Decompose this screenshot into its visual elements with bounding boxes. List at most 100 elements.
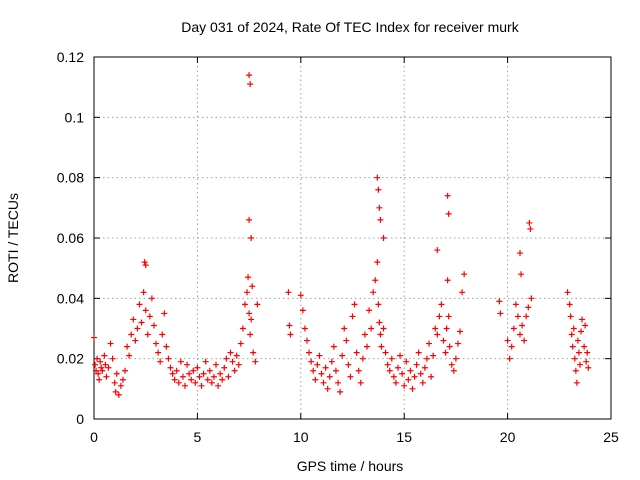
data-point <box>575 349 582 356</box>
data-point <box>517 250 524 257</box>
data-point <box>377 216 384 223</box>
x-axis-label: GPS time / hours <box>297 458 404 474</box>
data-point <box>355 367 362 374</box>
data-point <box>353 349 360 356</box>
data-point <box>314 361 321 368</box>
data-point <box>496 298 503 305</box>
data-point <box>247 81 254 88</box>
data-point <box>377 331 384 338</box>
data-point <box>107 340 114 347</box>
data-point <box>249 283 256 290</box>
data-point <box>403 358 410 365</box>
data-point <box>417 370 424 377</box>
data-point <box>94 355 101 362</box>
x-tick-label: 0 <box>90 429 98 445</box>
data-point <box>349 313 356 320</box>
data-point <box>318 370 325 377</box>
data-point <box>117 382 124 389</box>
data-point <box>571 355 578 362</box>
data-point <box>310 367 317 374</box>
y-tick-labels: 0 0.02 0.04 0.06 0.08 0.1 0.12 <box>57 49 84 427</box>
data-point <box>320 379 327 386</box>
data-points <box>91 72 592 398</box>
data-point <box>519 322 526 329</box>
data-point <box>375 186 382 193</box>
data-point <box>399 370 406 377</box>
data-point <box>380 235 387 241</box>
data-point <box>200 370 207 377</box>
data-point <box>312 376 319 383</box>
data-point <box>161 310 168 317</box>
data-point <box>508 343 515 350</box>
data-point <box>159 331 166 338</box>
data-point <box>126 352 133 359</box>
data-point <box>341 325 348 332</box>
data-point <box>436 313 443 320</box>
data-point <box>394 364 401 371</box>
data-point <box>442 349 449 356</box>
data-point <box>246 310 253 317</box>
data-point <box>246 72 253 79</box>
data-point <box>390 373 397 380</box>
data-point <box>165 355 172 362</box>
data-point <box>111 379 118 386</box>
y-tick-label: 0.04 <box>57 290 84 306</box>
data-point <box>128 331 135 338</box>
data-point <box>428 373 435 380</box>
data-point <box>328 358 335 365</box>
data-point <box>196 373 203 380</box>
data-point <box>215 382 222 389</box>
data-point <box>448 361 455 368</box>
data-point <box>124 343 131 350</box>
data-point <box>432 325 439 332</box>
data-point <box>461 271 468 278</box>
data-point <box>206 367 213 374</box>
data-point <box>248 235 255 241</box>
data-point <box>155 349 162 356</box>
data-point <box>332 367 339 374</box>
data-point <box>103 373 110 380</box>
data-point <box>322 364 329 371</box>
data-point <box>339 352 346 359</box>
data-point <box>181 382 188 389</box>
data-point <box>101 352 108 359</box>
data-point <box>304 337 311 344</box>
data-point <box>326 373 333 380</box>
data-point <box>233 352 240 359</box>
data-point <box>192 379 199 386</box>
data-point <box>366 307 373 314</box>
data-point <box>231 367 238 374</box>
data-point <box>572 367 579 374</box>
data-point <box>109 355 116 362</box>
data-point <box>567 313 574 320</box>
data-point <box>510 325 517 332</box>
data-point <box>525 304 532 311</box>
data-point <box>96 376 103 383</box>
data-point <box>514 313 521 320</box>
data-point <box>98 364 105 371</box>
data-point <box>345 361 352 368</box>
data-point <box>142 307 149 314</box>
data-point <box>244 289 251 296</box>
data-point <box>372 277 379 284</box>
data-point <box>446 343 453 350</box>
data-point <box>223 355 230 362</box>
data-point <box>564 289 571 296</box>
data-point <box>419 379 426 386</box>
data-point <box>95 370 102 377</box>
data-point <box>526 219 533 226</box>
data-point <box>444 277 451 284</box>
data-point <box>150 322 157 329</box>
data-point <box>316 352 323 359</box>
data-point <box>198 382 205 389</box>
data-point <box>361 331 368 338</box>
data-point <box>225 373 232 380</box>
data-point <box>585 364 592 371</box>
y-tick-label: 0.12 <box>57 49 84 65</box>
data-point <box>221 364 228 371</box>
data-point <box>130 316 137 323</box>
data-point <box>445 313 452 320</box>
data-point <box>497 310 504 317</box>
data-point <box>434 247 441 254</box>
